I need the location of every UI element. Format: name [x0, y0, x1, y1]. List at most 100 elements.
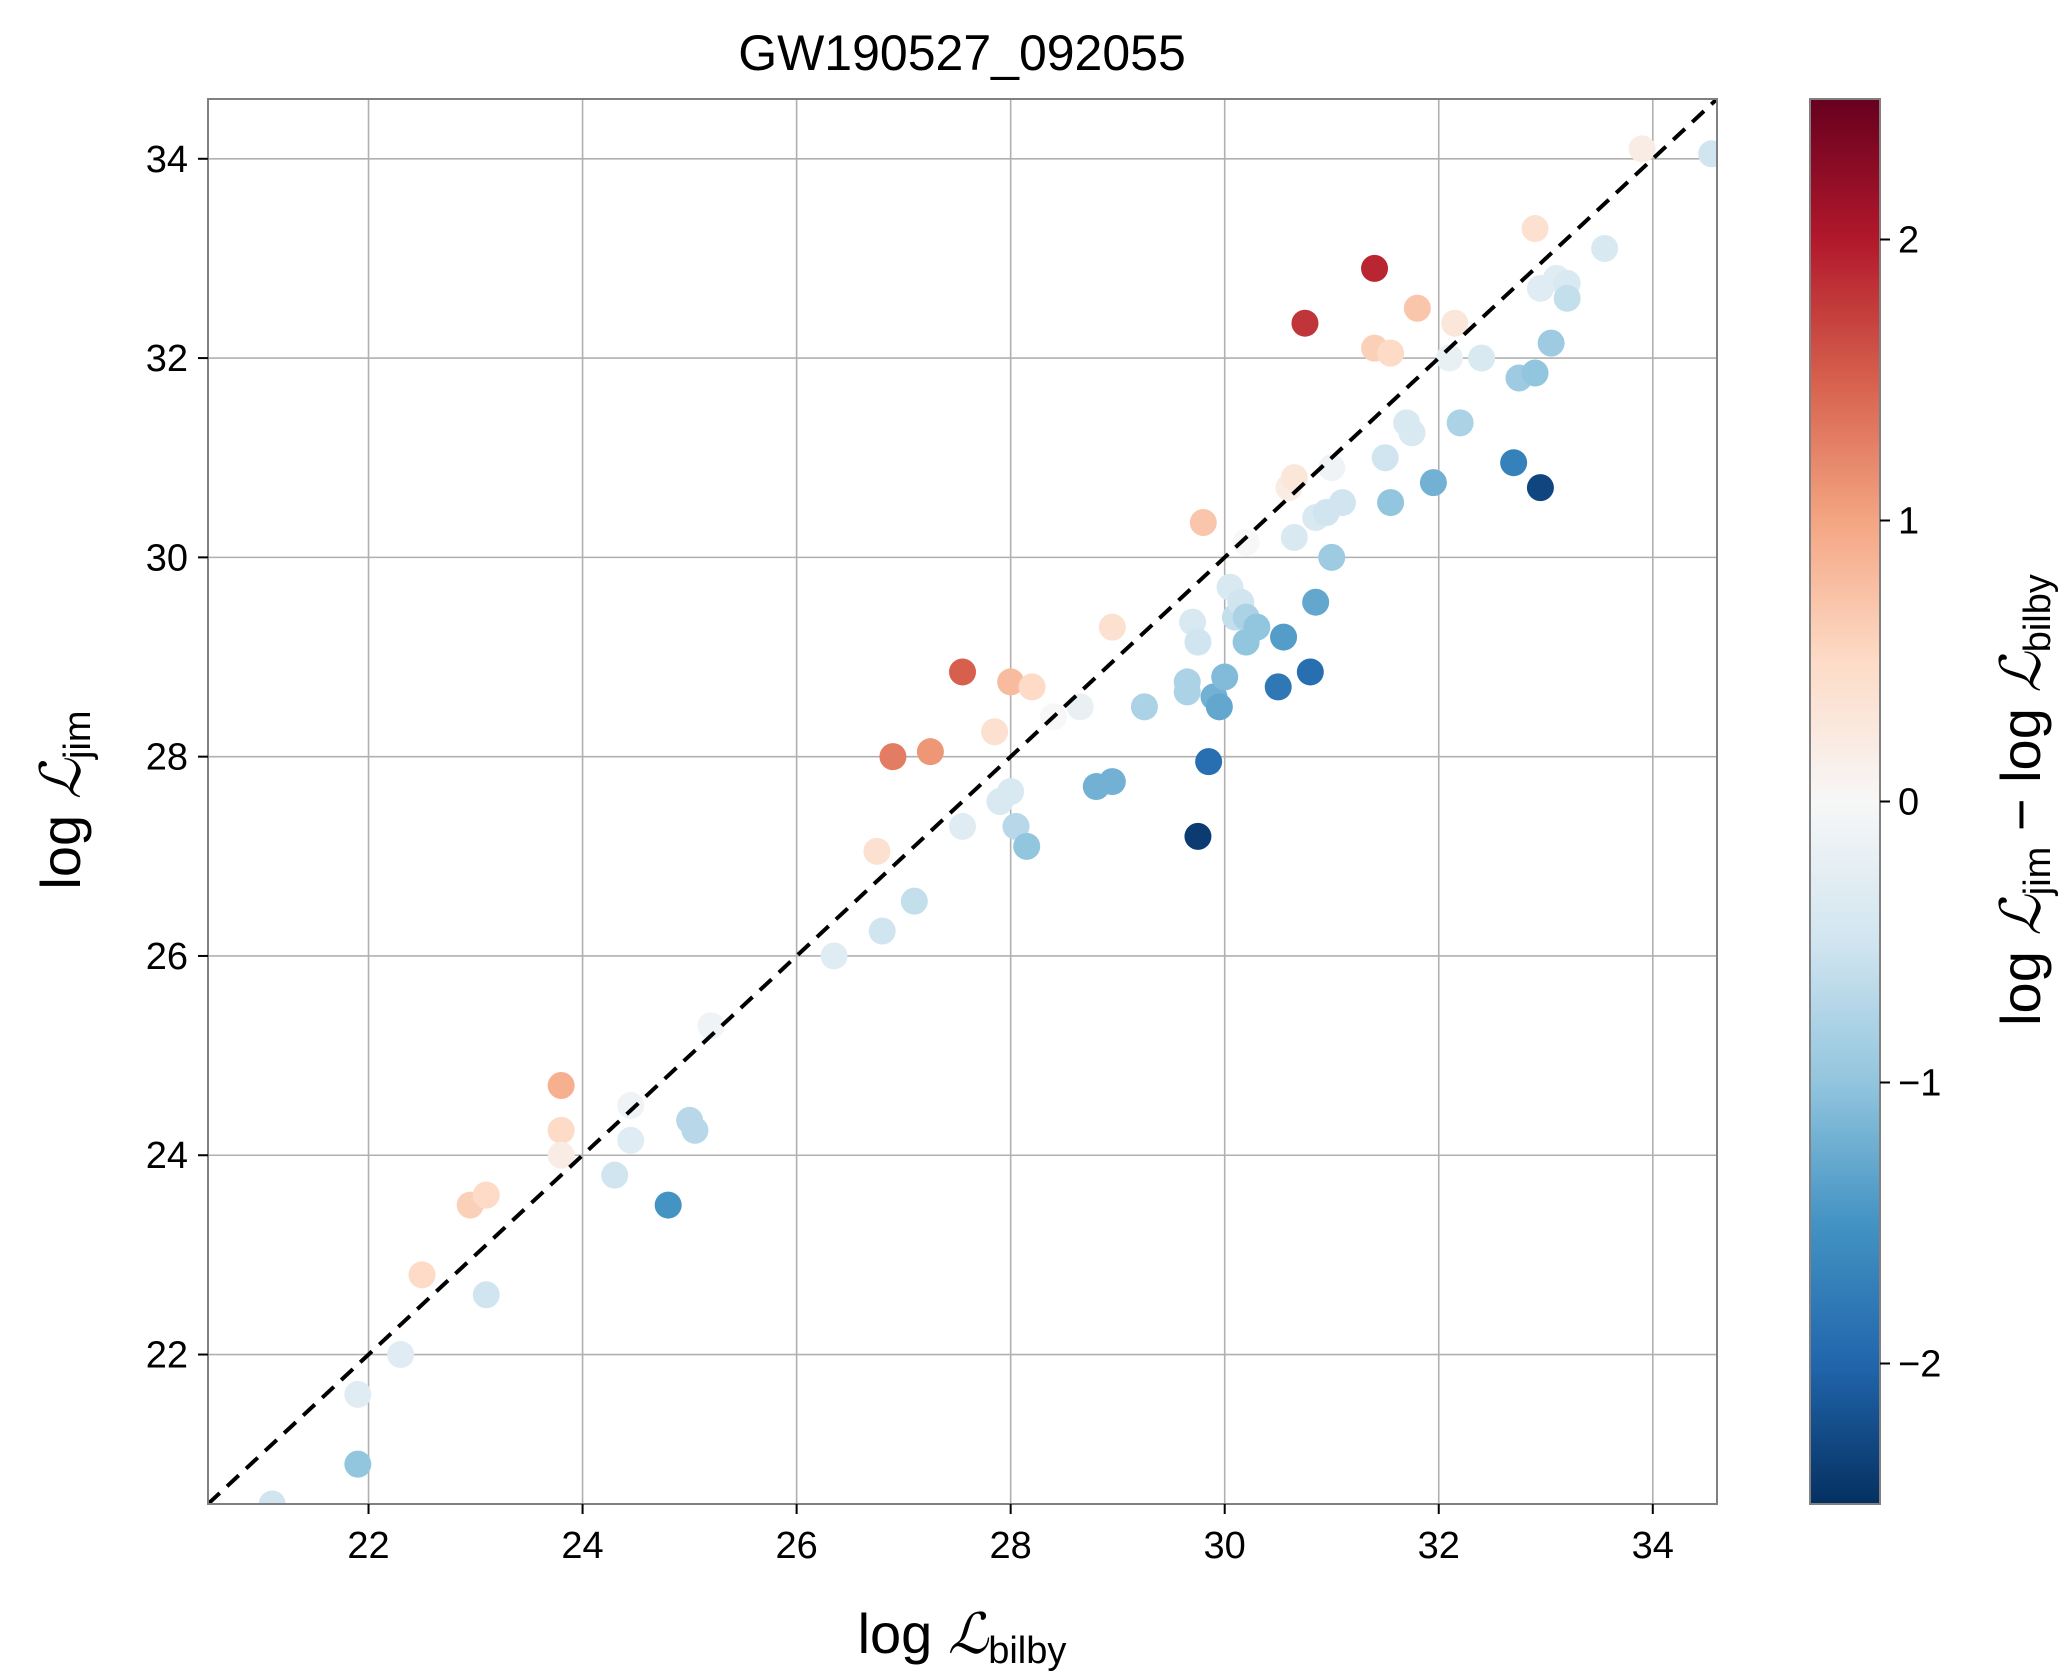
scatter-point — [997, 778, 1025, 806]
scatter-point — [1296, 658, 1324, 686]
scatter-point — [472, 1281, 500, 1309]
scatter-point — [981, 718, 1009, 746]
y-axis-label: log ℒjim — [29, 710, 99, 889]
scatter-point — [1318, 454, 1346, 482]
scatter-point — [258, 1490, 286, 1504]
scatter-point — [1521, 215, 1549, 243]
grid — [208, 99, 1717, 1504]
colorbar-tick-label: −1 — [1898, 1063, 1941, 1105]
scatter-point — [1377, 489, 1405, 517]
scatter-point — [1591, 234, 1619, 262]
scatter-point — [1521, 359, 1549, 387]
colorbar-tick-label: −2 — [1898, 1344, 1941, 1386]
scatter-point — [344, 1380, 372, 1408]
scatter-point — [1066, 693, 1094, 721]
y-tick-label: 26 — [146, 936, 188, 978]
scatter-point — [1130, 693, 1158, 721]
scatter-point — [1302, 588, 1330, 616]
scatter-point — [820, 942, 848, 970]
scatter-point — [1173, 678, 1201, 706]
x-axis-label-symbol: ℒ — [948, 1602, 990, 1667]
scatter-point — [1189, 508, 1217, 536]
scatter-point — [472, 1181, 500, 1209]
colorbar-label: log ℒjim − log ℒbilby — [1989, 574, 2059, 1026]
scatter-point — [1195, 748, 1223, 776]
y-tick-label: 24 — [146, 1135, 188, 1177]
scatter-point — [617, 1126, 645, 1154]
x-tick-label: 28 — [990, 1525, 1032, 1567]
scatter-point — [654, 1191, 682, 1219]
scatter-point — [997, 668, 1025, 696]
x-axis-label-prefix: log — [858, 1602, 948, 1665]
scatter-point — [1441, 309, 1469, 337]
y-tick-label: 34 — [146, 139, 188, 181]
scatter-point — [1291, 309, 1319, 337]
scatter-point — [1435, 344, 1463, 372]
scatter-point — [547, 1141, 575, 1169]
scatter-point — [1264, 673, 1292, 701]
x-axis-label-subscript: bilby — [988, 1630, 1066, 1672]
scatter-point — [1018, 673, 1046, 701]
y-tick-label: 32 — [146, 338, 188, 380]
scatter-point — [949, 658, 976, 686]
scatter-point — [1377, 339, 1405, 367]
y-tick-label: 28 — [146, 737, 188, 779]
scatter-point — [1526, 474, 1554, 502]
y-tick-label: 22 — [146, 1335, 188, 1377]
scatter-point — [1318, 543, 1346, 571]
scatter-point — [1371, 444, 1399, 472]
scatter-point — [1698, 140, 1717, 168]
scatter-point — [1270, 623, 1298, 651]
colorbar-label-prefix: log — [1989, 936, 2052, 1026]
x-tick-label: 30 — [1204, 1525, 1246, 1567]
scatter-point — [547, 1116, 575, 1144]
scatter-point — [1184, 628, 1212, 656]
scatter-point — [408, 1261, 436, 1289]
scatter-point — [1468, 344, 1496, 372]
colorbar — [1809, 98, 1881, 1505]
scatter-points — [258, 135, 1717, 1504]
scatter-point — [879, 743, 907, 771]
scatter-point — [617, 1091, 645, 1119]
scatter-point — [1205, 693, 1233, 721]
scatter-point — [1232, 528, 1260, 556]
y-axis-ticks: 22 24 26 28 30 32 34 — [146, 139, 208, 1377]
scatter-point — [1500, 449, 1528, 477]
colorbar-tick-label: 1 — [1898, 501, 1919, 543]
scatter-point — [344, 1450, 372, 1478]
scatter-point — [1403, 294, 1431, 322]
colorbar-tick-label: 0 — [1898, 782, 1919, 824]
x-tick-label: 32 — [1418, 1525, 1460, 1567]
y-axis-label-symbol: ℒ — [29, 757, 94, 799]
scatter-point — [681, 1116, 709, 1144]
scatter-point — [1002, 812, 1030, 840]
scatter-point — [863, 837, 891, 865]
plot-frame — [207, 98, 1718, 1505]
x-tick-label: 26 — [775, 1525, 817, 1567]
colorbar-label-sub-jim: jim — [2017, 847, 2059, 897]
y-tick-label: 30 — [146, 537, 188, 579]
scatter-point — [1553, 284, 1581, 312]
colorbar-label-minus: − log — [1989, 693, 2052, 847]
chart-title: GW190527_092055 — [738, 25, 1186, 81]
x-tick-label: 24 — [561, 1525, 603, 1567]
colorbar-label-symbol-bilby: ℒ — [1989, 651, 2054, 693]
scatter-point — [1446, 409, 1474, 437]
x-axis-label: log ℒbilby — [858, 1602, 1067, 1672]
colorbar-ticks: −2 −1 0 1 2 — [1880, 220, 1941, 1386]
colorbar-tick-label: 2 — [1898, 220, 1919, 262]
x-tick-label: 34 — [1632, 1525, 1674, 1567]
scatter-point — [1243, 613, 1271, 641]
scatter-point — [1280, 464, 1308, 492]
scatter-point — [697, 1012, 725, 1040]
scatter-point — [1419, 469, 1447, 497]
y-axis-label-prefix: log — [29, 799, 92, 889]
scatter-point — [1328, 489, 1356, 517]
scatter-point — [1280, 523, 1308, 551]
scatter-point — [1013, 832, 1041, 860]
scatter-point — [1361, 254, 1389, 282]
colorbar-label-sub-bilby: bilby — [2017, 574, 2059, 652]
y-axis-label-subscript: jim — [57, 710, 99, 760]
scatter-point — [1184, 822, 1212, 850]
